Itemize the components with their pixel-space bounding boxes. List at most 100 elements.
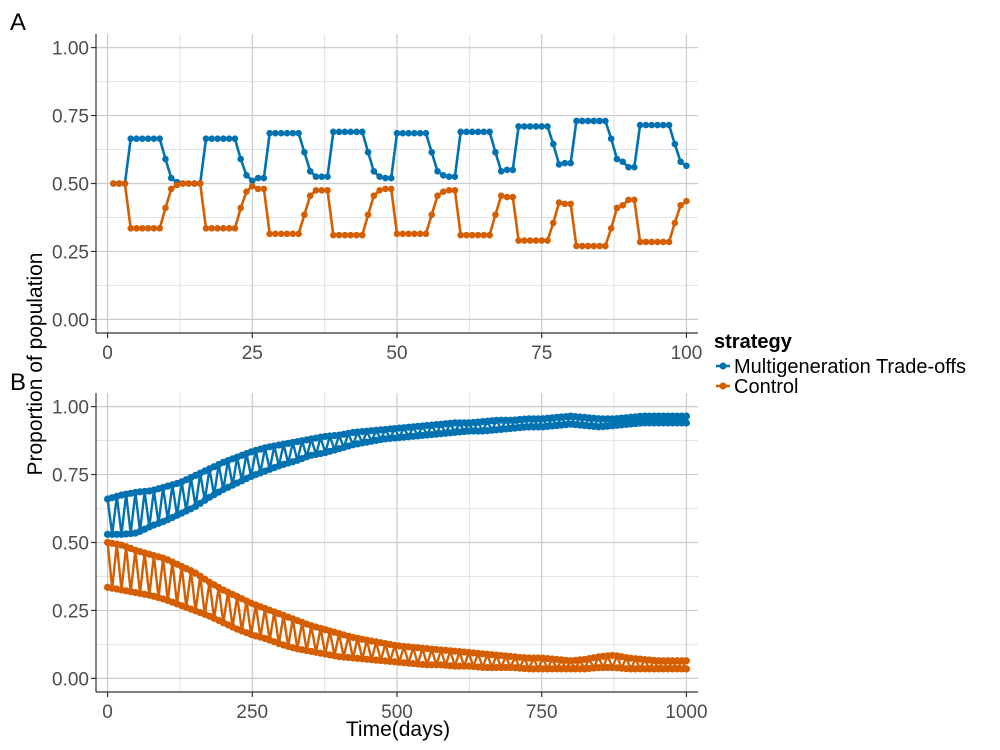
panel-a-series-control-point [330, 231, 337, 239]
panel-a-series-multigeneration-point [330, 128, 337, 136]
panel-a-series-multigeneration-point [549, 140, 557, 148]
panel-a-series-multigeneration-point [324, 173, 331, 181]
panel-a-series-control-point [295, 230, 302, 238]
panel-a-series [110, 117, 690, 250]
panel-a-series-control-point [405, 230, 412, 238]
panel-a-series-control-point [393, 230, 401, 238]
panel-a-series-control-point [480, 231, 488, 239]
panel-a-series-multigeneration-point [561, 159, 569, 167]
panel-a-series-multigeneration-point [208, 135, 216, 142]
panel-a-series-multigeneration-point [156, 135, 163, 142]
panel-a-series-multigeneration-point [306, 167, 314, 175]
panel-b-series-control-point [682, 657, 691, 665]
panel-a-series-control-point [243, 188, 250, 195]
panel-a-series-control-point [179, 180, 187, 187]
panel-a-series-control-point [110, 180, 117, 187]
panel-a-series-multigeneration-point [382, 174, 389, 182]
x-axis-title: Time(days) [346, 718, 450, 741]
panel-a-series-multigeneration-point [631, 163, 638, 171]
panel-b: 0.00 0.25 0.50 0.75 1.00 0 250 500 750 1000 [52, 393, 708, 723]
panel-a-series-multigeneration-point [347, 128, 354, 136]
panel-a-series-control-point [254, 185, 262, 193]
panel-a-series-multigeneration-point [225, 135, 233, 142]
panel-a-series-control-point [474, 231, 482, 239]
panel-a-x-tick-label: 100 [671, 343, 703, 364]
panel-a-series-control-point [549, 219, 557, 227]
panel-a-series-control-point [185, 180, 192, 187]
panel-a-series-control-point [683, 197, 690, 205]
panel-a-series-multigeneration-point [416, 129, 424, 137]
panel-a-series-control-point [532, 237, 540, 244]
panel-a-x-tick-label: 25 [242, 343, 263, 364]
panel-a-series-multigeneration-point [220, 135, 227, 142]
panel-a-series-multigeneration-point [503, 166, 511, 174]
panel-a-series-multigeneration-point [422, 129, 430, 137]
panel-a-series-control-point [654, 238, 661, 246]
panel-a-y-tick-label: 0.00 [52, 310, 89, 331]
legend-title: strategy [714, 331, 793, 353]
panel-a-series-multigeneration-point [445, 173, 453, 181]
panel-a-grid [96, 34, 698, 333]
panel-b-y-tick-label: 0.75 [52, 466, 89, 487]
panel-b-series-multigeneration-point [682, 419, 691, 427]
panel-a-series-multigeneration-point [341, 128, 349, 136]
panel-a-series-multigeneration-point [358, 128, 366, 136]
panel-b-y-tick-label: 1.00 [52, 398, 89, 419]
panel-a-series-multigeneration-point [353, 128, 360, 136]
panel-a-series-multigeneration-point [463, 128, 470, 136]
panel-a-series-multigeneration-point [480, 128, 488, 136]
panel-a-series-multigeneration-point [254, 174, 262, 182]
panel-a-series-multigeneration-point [555, 161, 563, 168]
panel-a-series-control-point [567, 200, 574, 208]
panel-a-series-control-point [156, 225, 163, 232]
panel-b-x-tick-label: 750 [526, 702, 558, 723]
panel-a-series-multigeneration-point [393, 129, 401, 137]
panel-a-series-control-point [411, 230, 418, 238]
panel-a-series-control-point [457, 231, 464, 239]
panel-a-series-control-point [208, 225, 216, 232]
panel-a-series-multigeneration-point [613, 155, 621, 163]
panel-a-series-control-line [113, 182, 688, 248]
panel-a-series-multigeneration-point [295, 129, 302, 137]
panel-a-y-tick-label: 0.50 [52, 175, 89, 196]
panel-a-series-control-point [659, 238, 667, 246]
panel-a-series-multigeneration-point [202, 135, 210, 142]
panel-a-series-control-point [584, 242, 592, 250]
panel-a-series-control-point [214, 225, 221, 232]
panel-a-series-control-point [277, 230, 285, 238]
panel-a-series-control-point [231, 225, 239, 232]
panel-a-series-control-point [515, 237, 522, 244]
panel-a-series-control-point [191, 180, 198, 187]
panel-a-y-tick-label: 0.25 [52, 242, 89, 263]
panel-a-series-multigeneration-point [654, 121, 661, 129]
panel-a-series-multigeneration-point [237, 155, 245, 163]
panel-a-series-multigeneration-point [248, 177, 256, 185]
panel-a-y-tick-label: 0.75 [52, 107, 89, 128]
panel-a-series-control-point [526, 237, 534, 244]
panel-a-series-multigeneration-point [272, 129, 279, 137]
panel-a-series-multigeneration-point [665, 121, 673, 129]
panel-a-series-control-point [596, 242, 603, 250]
panel-a-series-control-point [509, 193, 517, 201]
panel-a-series-control-point [283, 230, 291, 238]
panel-a-series-control-point [561, 200, 569, 208]
panel-a-series-multigeneration-point [602, 117, 609, 125]
panel-a-series-control-point [590, 242, 598, 250]
panel-a-series-control-point [555, 199, 563, 206]
panel-a-series-control-point [121, 180, 129, 187]
panel-a-series-multigeneration-point [683, 162, 690, 170]
panel-a-x-tick-label: 50 [386, 343, 407, 364]
panel-a-series-control-point [387, 185, 395, 193]
panel-a-series-multigeneration-point [312, 173, 320, 181]
panel-a-series-multigeneration-point [133, 135, 140, 142]
panel-a-series-control-point [173, 181, 181, 189]
panel-a-series-multigeneration-point [283, 129, 291, 137]
legend-key-point-multigeneration [719, 362, 727, 370]
panel-a-series-control-point [358, 231, 366, 239]
panel-a-series-control-point [573, 242, 580, 250]
panel-b-y-tick-label: 0.50 [52, 534, 89, 555]
panel-a-series-control-point [642, 238, 650, 246]
legend-label-multigeneration: Multigeneration Trade-offs [734, 356, 966, 378]
panel-b-x-tick-label: 0 [102, 702, 113, 723]
